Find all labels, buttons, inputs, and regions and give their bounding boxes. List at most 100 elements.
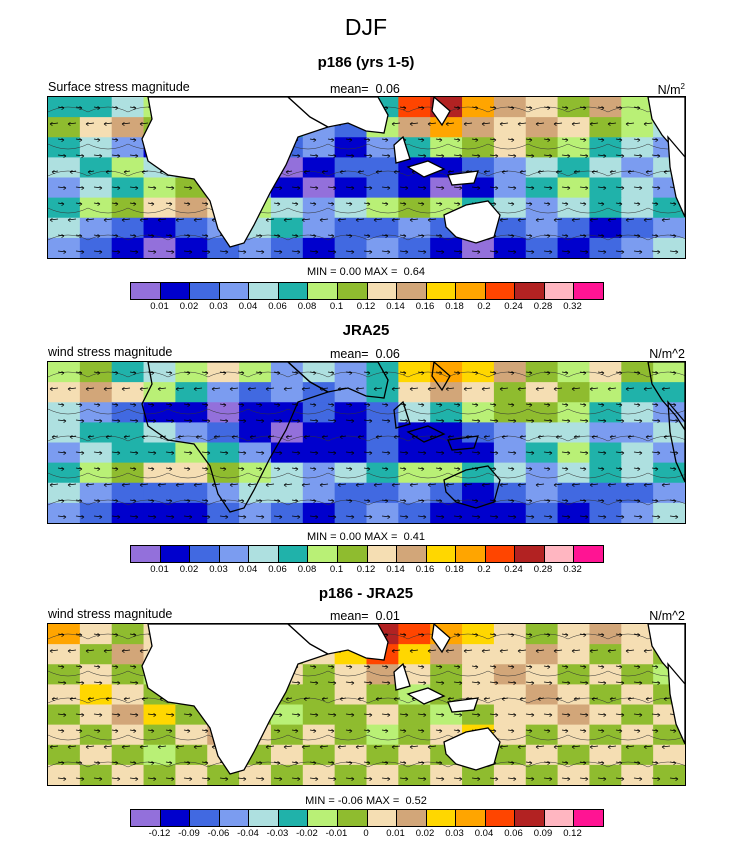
panel-2-map-svg xyxy=(48,362,685,523)
wind-arrowhead xyxy=(303,696,307,702)
colorbar-swatch xyxy=(337,283,368,299)
wind-arrowhead xyxy=(475,105,479,111)
colorbar-swatch xyxy=(308,810,338,826)
wind-arrow xyxy=(93,777,103,780)
wind-arrow xyxy=(111,138,119,141)
wind-arrowhead xyxy=(97,728,101,734)
wind-arrow xyxy=(555,697,563,700)
wind-arrowhead xyxy=(565,137,569,143)
wind-arrowhead xyxy=(133,233,137,239)
wind-arrowhead xyxy=(385,402,389,408)
wind-arrowhead xyxy=(607,648,611,654)
wind-arrowhead xyxy=(121,744,125,750)
coastline xyxy=(406,160,446,178)
wind-arrow xyxy=(201,499,209,502)
wind-arrow xyxy=(75,467,83,470)
wind-arrowhead xyxy=(403,728,407,734)
contour-line xyxy=(48,170,685,177)
wind-arrowhead xyxy=(661,217,665,223)
wind-arrow xyxy=(633,106,641,109)
wind-arrowhead xyxy=(385,760,389,766)
wind-arrowhead xyxy=(391,648,395,654)
wind-arrow xyxy=(391,387,401,390)
wind-arrow xyxy=(501,697,509,700)
wind-arrowhead xyxy=(603,776,607,782)
wind-arrow xyxy=(525,665,533,668)
wind-arrowhead xyxy=(277,370,281,376)
wind-arrowhead xyxy=(585,249,589,255)
wind-arrowhead xyxy=(393,696,397,702)
wind-arrowhead xyxy=(495,776,499,782)
wind-arrow xyxy=(633,186,643,189)
wind-arrow xyxy=(87,435,95,438)
field-cell xyxy=(366,502,399,523)
wind-arrow xyxy=(471,665,479,668)
wind-arrowhead xyxy=(61,105,65,111)
field-cell xyxy=(270,177,304,199)
wind-arrow xyxy=(165,371,173,374)
field-cell xyxy=(557,724,591,746)
wind-arrow xyxy=(165,451,175,454)
wind-arrowhead xyxy=(117,712,121,718)
wind-arrow xyxy=(129,681,139,684)
wind-arrow xyxy=(651,777,661,780)
wind-arrowhead xyxy=(97,201,101,207)
wind-arrow xyxy=(427,483,437,486)
wind-arrow xyxy=(129,234,137,237)
wind-arrowhead xyxy=(421,498,425,504)
wind-arrow xyxy=(309,138,317,141)
wind-arrowhead xyxy=(337,482,341,488)
field-cell xyxy=(111,217,145,239)
panel-3-mean: mean= 0.01 xyxy=(330,609,400,623)
field-cell xyxy=(525,644,559,665)
field-cell xyxy=(430,684,463,706)
wind-arrowhead xyxy=(61,728,65,734)
wind-arrowhead xyxy=(283,217,287,223)
wind-arrowhead xyxy=(585,680,589,686)
wind-arrowhead xyxy=(427,648,431,654)
land-masses xyxy=(141,97,685,248)
wind-arrowhead xyxy=(591,169,595,175)
wind-arrowhead xyxy=(151,402,155,408)
wind-arrow xyxy=(363,451,373,454)
field-cell xyxy=(302,724,336,746)
panel-3-units: N/m^2 xyxy=(649,609,685,623)
field-cell xyxy=(334,157,368,179)
field-cell xyxy=(462,764,495,785)
field-cell xyxy=(111,482,145,504)
wind-arrowhead xyxy=(283,386,287,392)
wind-arrowhead xyxy=(277,498,281,504)
wind-arrowhead xyxy=(409,482,413,488)
wind-arrowhead xyxy=(135,514,139,520)
wind-arrowhead xyxy=(105,434,109,440)
wind-arrow xyxy=(309,713,319,716)
wind-arrow xyxy=(553,218,563,221)
wind-arrowhead xyxy=(61,233,65,239)
wind-arrowhead xyxy=(567,680,571,686)
wind-arrowhead xyxy=(139,386,143,392)
wind-arrowhead xyxy=(427,386,431,392)
field-cell xyxy=(175,217,208,239)
wind-arrow xyxy=(381,761,389,764)
wind-arrowhead xyxy=(189,712,193,718)
wind-arrow xyxy=(237,777,247,780)
wind-arrow xyxy=(399,451,409,454)
colorbar-swatch xyxy=(278,810,309,826)
wind-arrow xyxy=(301,745,311,748)
field-cell xyxy=(653,217,685,239)
wind-arrowhead xyxy=(409,648,413,654)
wind-arrowhead xyxy=(157,744,161,750)
wind-arrowhead xyxy=(423,185,427,191)
wind-arrowhead xyxy=(403,760,407,766)
wind-arrowhead xyxy=(601,466,605,472)
field-cell xyxy=(48,422,81,444)
panel-1-mean-label: mean= xyxy=(330,82,369,96)
wind-arrow xyxy=(345,713,355,716)
wind-arrow xyxy=(121,649,131,652)
panel-1-mean-value: 0.06 xyxy=(375,82,400,96)
wind-arrow xyxy=(57,186,67,189)
wind-arrow xyxy=(363,419,373,422)
field-cell xyxy=(493,217,527,239)
field-cell xyxy=(48,502,81,523)
wind-arrowhead xyxy=(97,664,101,670)
